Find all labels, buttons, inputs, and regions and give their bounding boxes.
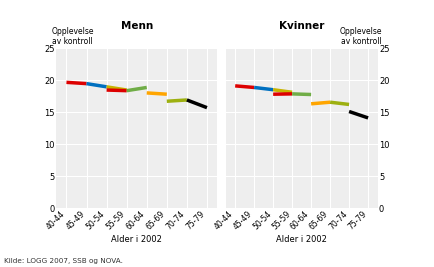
X-axis label: Alder i 2002: Alder i 2002 [276, 234, 327, 244]
Text: Kilde: LOGG 2007, SSB og NOVA.: Kilde: LOGG 2007, SSB og NOVA. [4, 258, 123, 264]
Text: Opplevelse
av kontroll: Opplevelse av kontroll [52, 27, 95, 46]
Title: Menn: Menn [121, 21, 153, 31]
Title: Kvinner: Kvinner [279, 21, 324, 31]
X-axis label: Alder i 2002: Alder i 2002 [111, 234, 162, 244]
Text: Opplevelse
av kontroll: Opplevelse av kontroll [339, 27, 382, 46]
